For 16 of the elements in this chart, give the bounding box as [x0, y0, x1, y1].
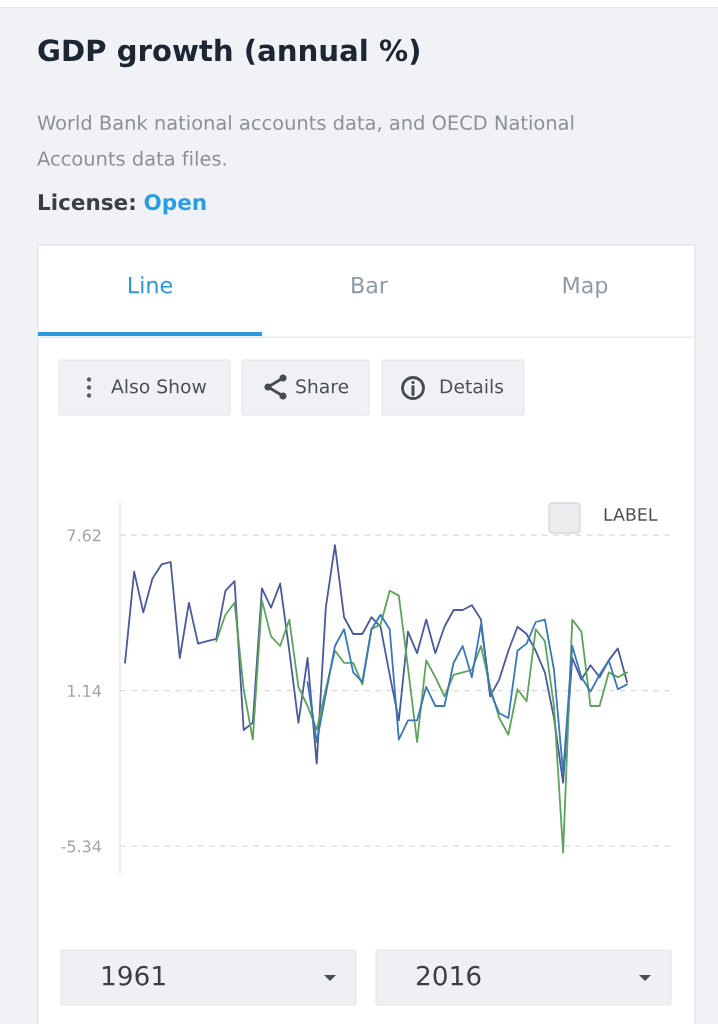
y-tick-label: 1.14 — [68, 685, 102, 697]
chart-subtitle: World Bank national accounts data, and OECD National Accounts data files. — [37, 115, 574, 166]
text: Map — [563, 276, 608, 298]
text: 1961 — [102, 965, 165, 986]
text: Open — [144, 193, 206, 215]
text: Also Show — [111, 378, 207, 394]
text: Share — [296, 378, 349, 394]
chart-title: GDP growth (annual %) — [38, 38, 419, 68]
text: 2016 — [416, 965, 481, 986]
y-tick-label: -5.34 — [61, 840, 102, 853]
annotation: LABEL — [604, 508, 658, 521]
y-tick-label: 7.62 — [67, 529, 101, 542]
text: Line — [129, 276, 172, 294]
text: License: — [38, 193, 135, 211]
text: Bar — [352, 276, 388, 294]
text: Details — [440, 378, 504, 394]
